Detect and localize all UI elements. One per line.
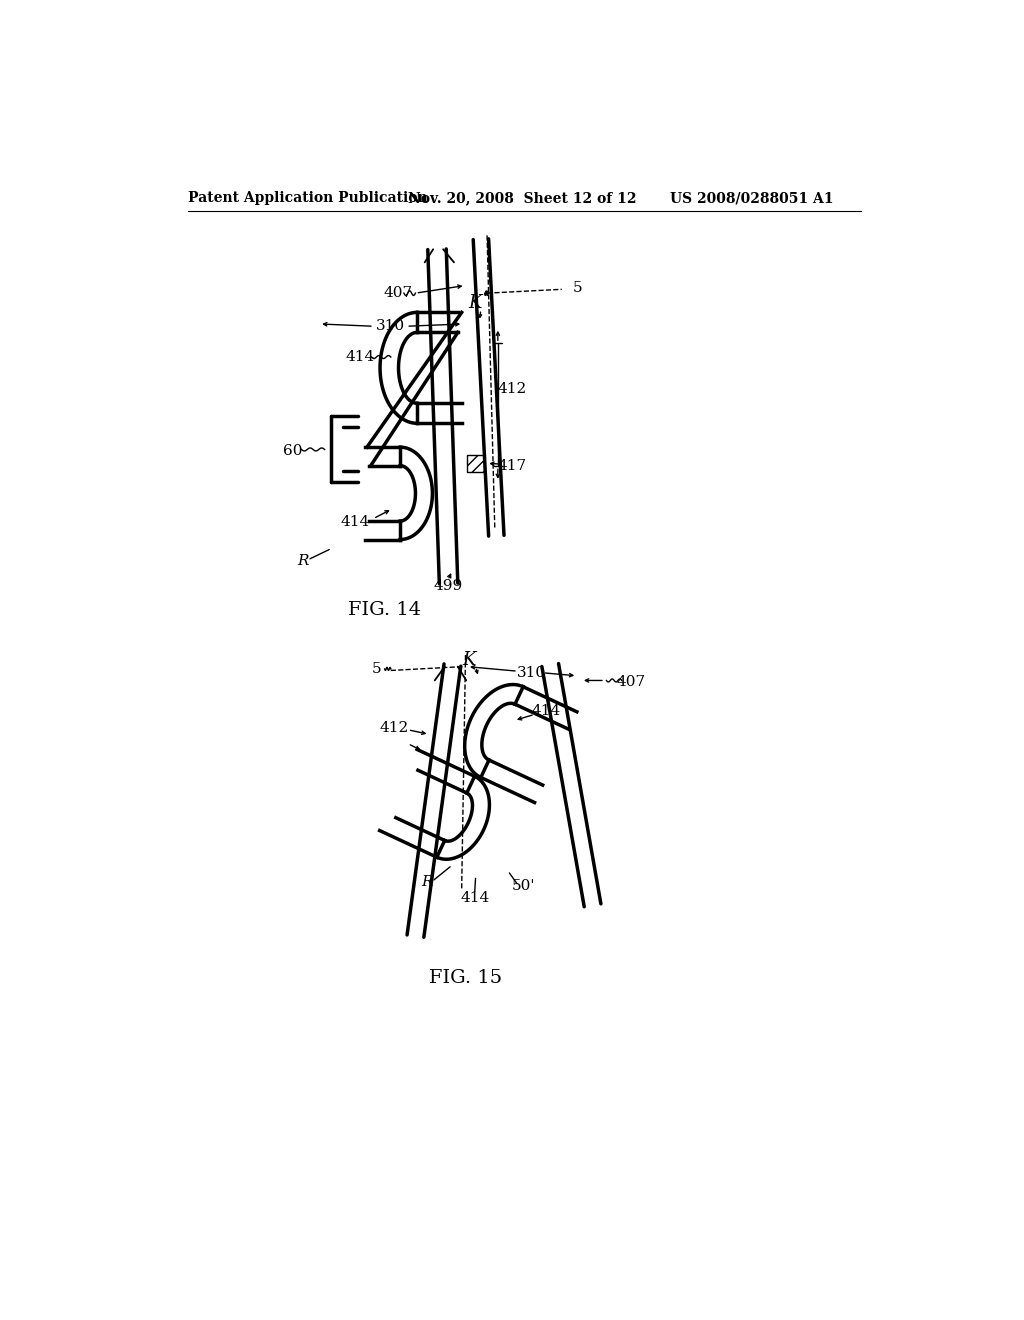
Text: 50': 50' <box>512 879 535 894</box>
Text: 414: 414 <box>531 705 561 718</box>
Text: Patent Application Publication: Patent Application Publication <box>188 191 428 206</box>
Text: 5: 5 <box>372 661 382 676</box>
Text: FIG. 15: FIG. 15 <box>429 969 502 987</box>
Text: 412: 412 <box>497 383 526 396</box>
Text: 414: 414 <box>345 350 375 364</box>
Text: R: R <box>421 875 433 890</box>
Text: 414: 414 <box>341 515 370 529</box>
Text: US 2008/0288051 A1: US 2008/0288051 A1 <box>670 191 834 206</box>
Text: K: K <box>468 294 481 312</box>
Text: 414: 414 <box>460 891 489 904</box>
Text: Nov. 20, 2008  Sheet 12 of 12: Nov. 20, 2008 Sheet 12 of 12 <box>408 191 636 206</box>
Text: 407: 407 <box>384 286 413 300</box>
Bar <box>467 455 484 471</box>
Text: 412: 412 <box>379 721 409 735</box>
Text: FIG. 14: FIG. 14 <box>348 602 421 619</box>
Text: 60: 60 <box>283 444 302 458</box>
Text: 5: 5 <box>572 281 582 294</box>
Text: 407: 407 <box>616 675 645 689</box>
Text: 310: 310 <box>376 319 404 333</box>
Text: 310: 310 <box>516 665 546 680</box>
Text: 417: 417 <box>497 459 526 474</box>
Text: R: R <box>297 554 309 568</box>
Text: 499: 499 <box>434 578 463 593</box>
Text: K: K <box>463 652 476 669</box>
